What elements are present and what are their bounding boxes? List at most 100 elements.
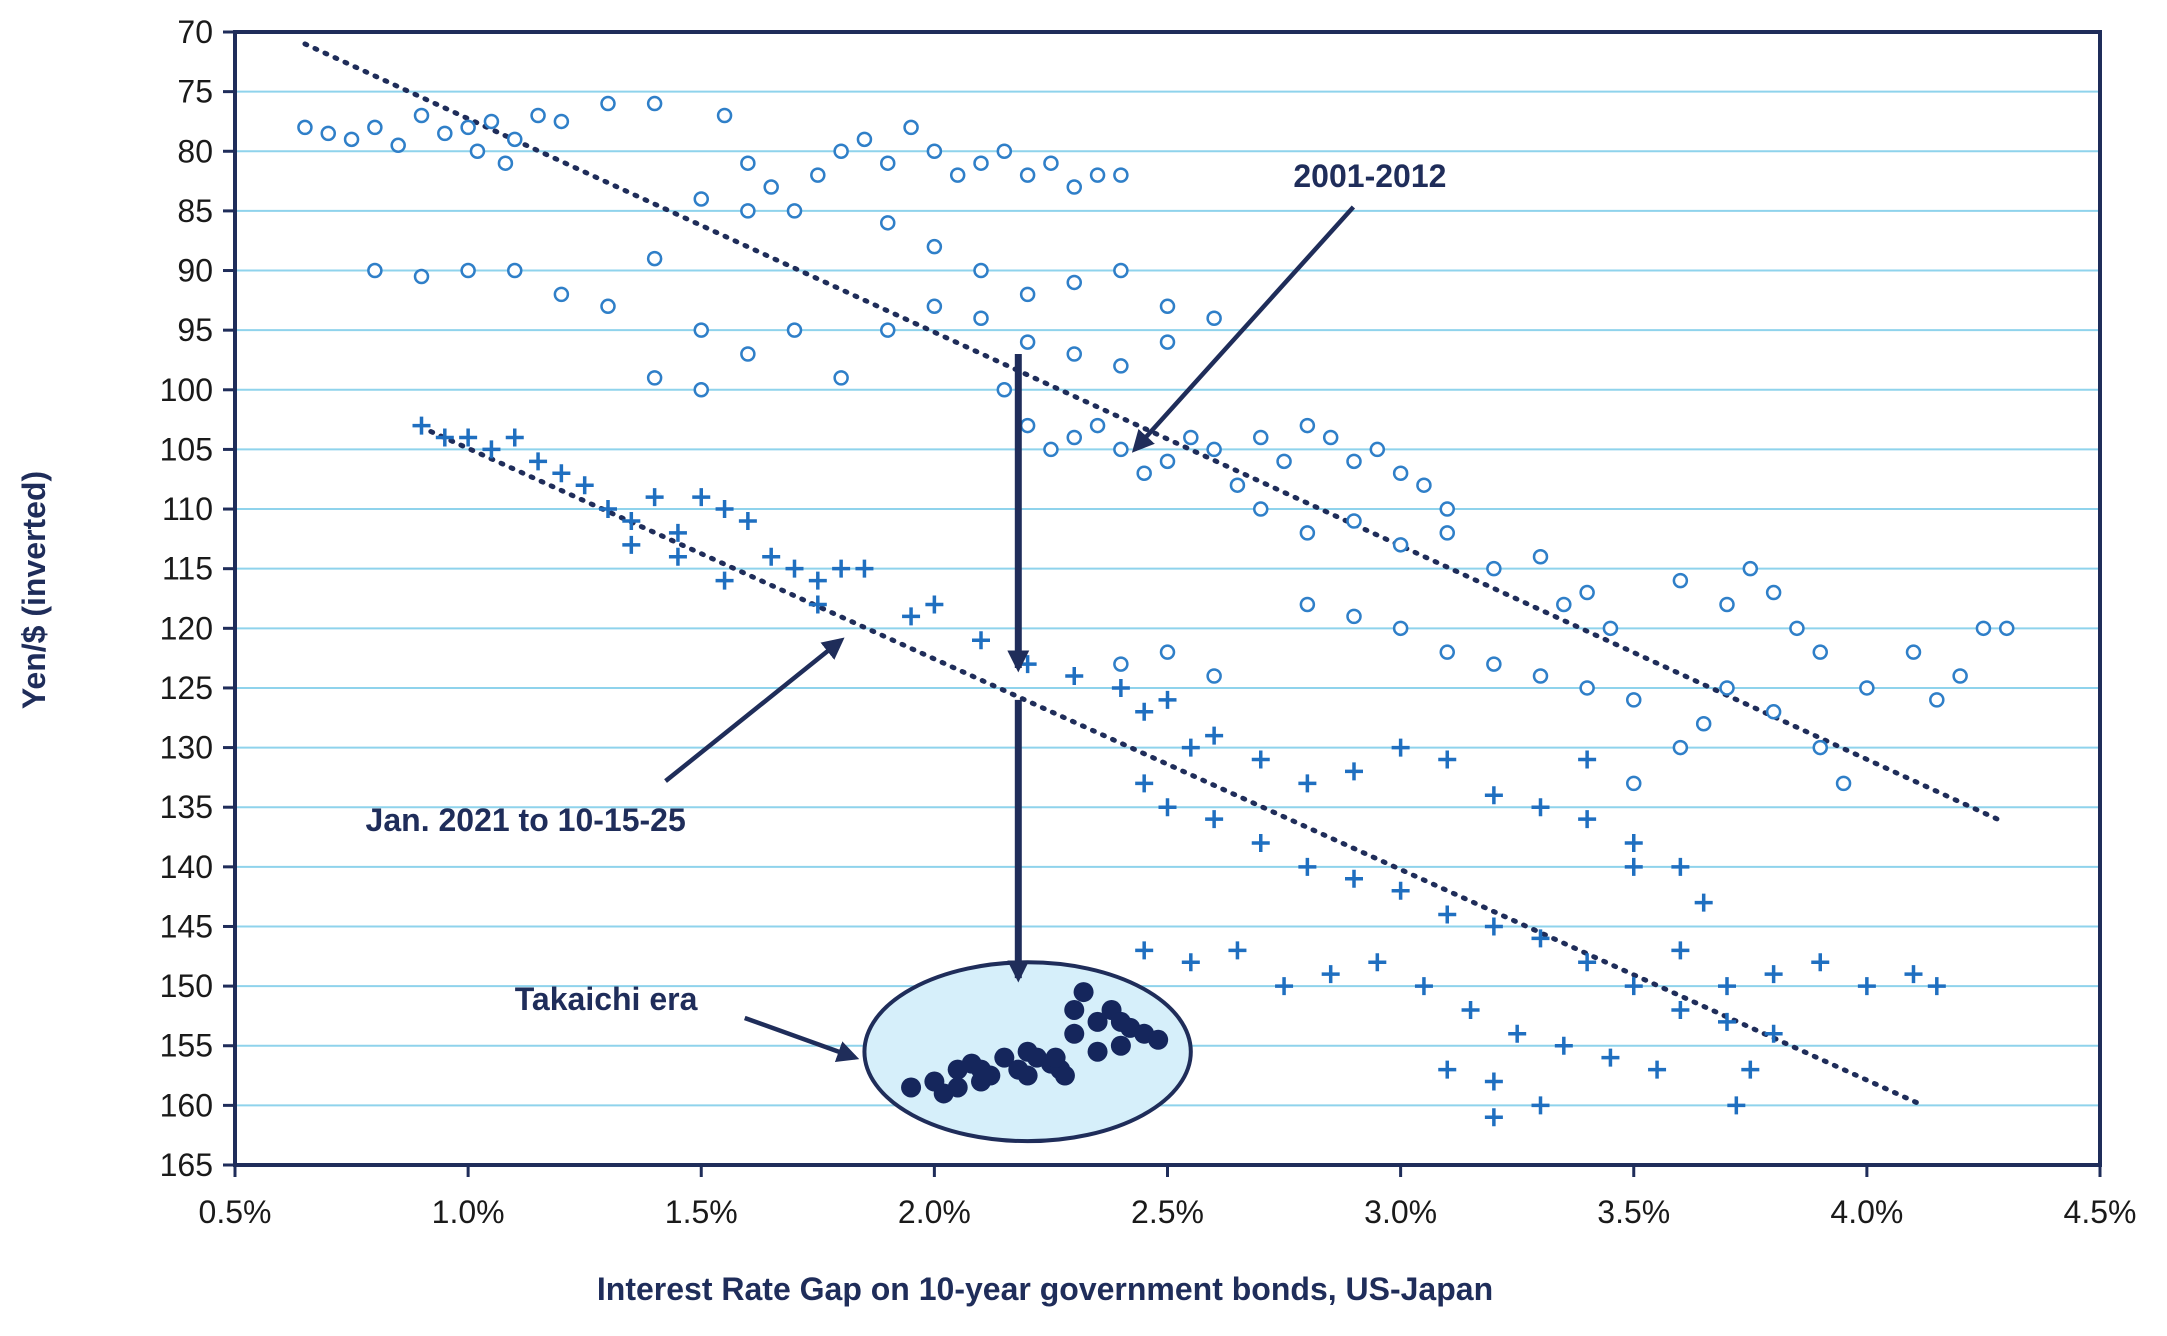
data-point-circle: [1019, 334, 1036, 350]
data-point-circle: [996, 382, 1013, 398]
data-point-circle: [973, 310, 989, 326]
data-point-plus: [715, 571, 734, 590]
data-point-plus: [668, 547, 687, 566]
data-point-plus: [1904, 965, 1923, 984]
y-tick-label: 140: [160, 849, 213, 885]
trend-lines: [302, 41, 2000, 1108]
data-point-circle: [1765, 704, 1782, 720]
data-point-takaichi: [994, 1047, 1015, 1068]
data-point-circle: [553, 113, 570, 130]
data-point-takaichi: [1073, 982, 1094, 1003]
data-point-circle: [1859, 680, 1875, 696]
trend-line: [428, 429, 1926, 1108]
data-point-plus: [715, 500, 734, 519]
data-point-circle: [1626, 775, 1642, 792]
x-axis-title: Interest Rate Gap on 10-year government …: [597, 1271, 1493, 1307]
data-point-plus: [1741, 1060, 1760, 1079]
data-point-circle: [1392, 537, 1409, 553]
data-point-plus: [412, 416, 431, 435]
data-point-circle: [646, 370, 663, 386]
data-point-circle: [1113, 441, 1129, 458]
data-point-circle: [1113, 167, 1129, 183]
data-point-plus: [1065, 667, 1084, 686]
x-tick-label: 1.5%: [665, 1194, 738, 1230]
data-point-circle: [1532, 668, 1549, 684]
data-point-circle: [1369, 441, 1386, 458]
data-point-takaichi: [1064, 1023, 1085, 1044]
data-point-plus: [1764, 1024, 1783, 1043]
data-point-circle: [949, 167, 966, 183]
data-point-plus: [459, 428, 478, 447]
data-point-circle: [973, 262, 989, 279]
y-axis-ticks: 70 75 80 85 90 95 100 105 110 115 120 125 130 135 140 1…: [160, 14, 235, 1183]
data-point-plus: [1345, 869, 1363, 888]
data-point-takaichi: [1110, 1035, 1131, 1056]
data-point-circle: [880, 322, 896, 338]
data-point-circle: [1229, 477, 1246, 493]
data-point-plus: [832, 559, 851, 578]
x-tick-label: 3.0%: [1364, 1194, 1437, 1230]
data-point-circle: [1695, 715, 1712, 732]
data-point-plus: [482, 440, 501, 459]
data-point-plus: [1484, 1108, 1503, 1127]
data-point-circle: [740, 155, 756, 171]
data-point-circle: [1113, 262, 1129, 279]
data-point-plus: [1927, 977, 1946, 996]
data-point-plus: [1694, 893, 1713, 912]
data-point-circle: [553, 286, 570, 303]
data-point-plus: [1275, 977, 1294, 996]
data-point-takaichi: [1054, 1065, 1075, 1086]
data-point-circle: [1719, 680, 1735, 696]
data-point-plus: [1578, 810, 1597, 829]
data-point-plus: [1578, 953, 1597, 972]
data-point-circle: [413, 268, 430, 285]
data-point-circle: [1066, 179, 1082, 195]
data-point-plus: [738, 511, 757, 530]
y-tick-label: 115: [162, 551, 213, 587]
data-point-plus: [1251, 833, 1270, 852]
y-tick-label: 70: [177, 14, 213, 50]
data-point-plus: [575, 476, 594, 495]
data-point-circle: [1159, 334, 1176, 350]
y-tick-label: 95: [177, 312, 213, 348]
data-point-plus: [505, 428, 524, 447]
data-point-circle: [1999, 620, 2015, 637]
data-point-plus: [1624, 857, 1643, 876]
data-point-plus: [1181, 738, 1200, 757]
annotation-arrow: [664, 637, 845, 783]
data-point-circle: [343, 131, 360, 148]
data-point-plus: [1158, 798, 1177, 817]
data-point-circle: [1486, 560, 1502, 577]
data-point-circle: [1299, 596, 1316, 613]
data-point-circle: [1346, 608, 1362, 625]
data-point-circle: [600, 95, 616, 112]
x-tick-label: 3.5%: [1597, 1194, 1670, 1230]
data-point-plus: [1648, 1060, 1667, 1079]
data-point-circle: [1975, 620, 1992, 637]
data-point-circle: [926, 298, 943, 315]
data-point-circle: [1439, 644, 1455, 660]
y-tick-label: 130: [160, 730, 213, 766]
data-point-circle: [460, 262, 476, 279]
data-point-circle: [1439, 525, 1455, 541]
data-point-plus: [1484, 1072, 1503, 1091]
data-point-plus: [1298, 857, 1317, 876]
data-point-circle: [1556, 596, 1572, 613]
data-point-takaichi: [1110, 1011, 1131, 1032]
y-tick-label: 135: [160, 789, 213, 825]
data-point-circle: [1066, 429, 1082, 446]
data-point-circle: [1113, 656, 1129, 672]
data-point-plus: [1671, 857, 1690, 876]
data-point-circle: [880, 155, 896, 171]
data-point-circle: [1136, 465, 1152, 482]
data-point-circle: [1579, 680, 1595, 696]
annotation-arrow: [1131, 205, 1356, 453]
data-point-plus: [1718, 1012, 1736, 1031]
data-point-plus: [1508, 1024, 1527, 1043]
data-point-plus: [1158, 690, 1177, 709]
data-point-plus: [1251, 750, 1270, 769]
data-point-circle: [1789, 620, 1805, 637]
data-point-plus: [1391, 881, 1410, 900]
y-tick-label: 125: [160, 670, 213, 706]
